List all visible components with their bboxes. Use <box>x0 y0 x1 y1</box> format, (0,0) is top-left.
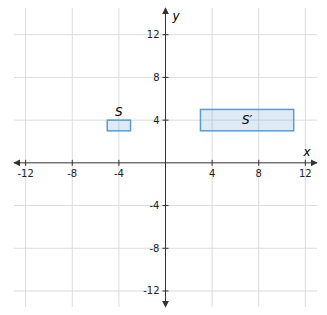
x-tick-label: -4 <box>114 168 124 179</box>
rectangle <box>107 120 130 131</box>
grid-line-x <box>258 8 259 307</box>
y-tick <box>163 120 169 121</box>
y-tick-label: 8 <box>153 72 159 83</box>
grid-line-y <box>14 290 317 291</box>
y-tick-label: 4 <box>153 115 159 126</box>
grid-line-y <box>14 205 317 206</box>
rectangle <box>200 109 293 130</box>
x-tick <box>25 160 26 166</box>
grid-line-x <box>25 8 26 307</box>
x-tick-label: 4 <box>209 168 215 179</box>
x-tick <box>72 160 73 166</box>
grid-line-x <box>212 8 213 307</box>
grid <box>14 8 317 307</box>
grid-line-y <box>14 77 317 78</box>
y-tick <box>163 34 169 35</box>
y-tick <box>163 248 169 249</box>
x-axis-label: x <box>302 145 311 159</box>
rectangle-label: S <box>115 105 123 119</box>
y-tick-label: -12 <box>143 285 159 296</box>
y-tick <box>163 290 169 291</box>
y-axis <box>165 8 166 307</box>
x-tick-label: -8 <box>67 168 77 179</box>
rectangles <box>107 109 293 130</box>
y-tick-label: -8 <box>150 243 160 254</box>
x-tick <box>118 160 119 166</box>
x-tick-label: -12 <box>17 168 33 179</box>
y-axis-label: y <box>172 9 181 23</box>
chart: -12 -8 -4 4 8 12 -12 -8 -4 4 8 12 x y S S′ <box>0 0 327 315</box>
chart-container: -12 -8 -4 4 8 12 -12 -8 -4 4 8 12 x y S S′ <box>0 0 327 315</box>
axes: -12 -8 -4 4 8 12 -12 -8 -4 4 8 12 <box>14 8 317 307</box>
grid-line-x <box>118 8 119 307</box>
x-tick <box>305 160 306 166</box>
x-tick-label: 12 <box>299 168 312 179</box>
x-tick <box>212 160 213 166</box>
y-tick-label: 12 <box>147 29 160 40</box>
x-tick <box>258 160 259 166</box>
grid-line-x <box>72 8 73 307</box>
rectangle-label: S′ <box>242 113 253 127</box>
x-tick-label: 8 <box>256 168 262 179</box>
y-tick <box>163 205 169 206</box>
grid-line-y <box>14 248 317 249</box>
y-tick-label: -4 <box>150 200 160 211</box>
grid-line-y <box>14 34 317 35</box>
y-tick <box>163 77 169 78</box>
